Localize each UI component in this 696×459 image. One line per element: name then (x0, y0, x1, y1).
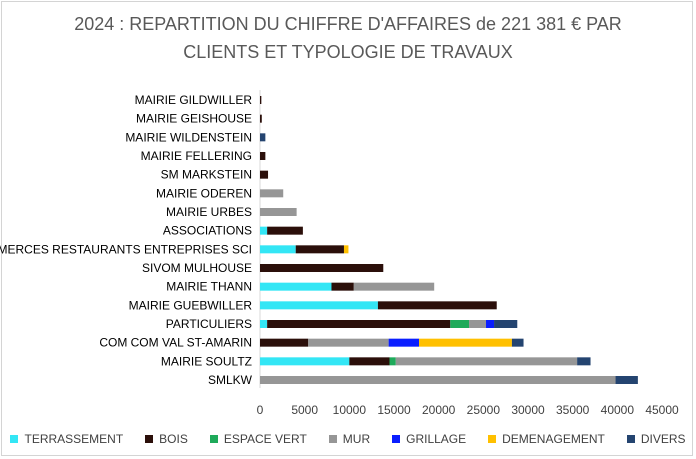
category-label: MAIRIE SOULTZ (161, 354, 252, 368)
x-tick-label: 20000 (422, 403, 456, 417)
legend-swatch (145, 435, 154, 443)
category-label: MAIRIE GEISHOUSE (136, 112, 252, 126)
x-tick-label: 25000 (467, 403, 501, 417)
bar-segment-bois (331, 282, 354, 291)
legend-item: GRILLAGE (392, 432, 466, 446)
legend-label: DEMENAGEMENT (502, 432, 605, 446)
bar-segment-divers (260, 133, 266, 142)
bar-segment-grillage (388, 338, 420, 347)
x-tick-label: 45000 (645, 403, 679, 417)
legend-item: DEMENAGEMENT (488, 432, 605, 446)
legend-label: MUR (342, 432, 371, 446)
bar-segment-bois (260, 114, 262, 123)
bar-segment-mur (395, 357, 578, 366)
legend-swatch (10, 435, 19, 443)
x-tick-label: 10000 (333, 403, 367, 417)
category-label: MAIRIE URBES (166, 205, 252, 219)
x-tick-label: 30000 (511, 403, 545, 417)
bar-segment-bois (260, 152, 266, 160)
legend-label: DIVERS (640, 432, 686, 446)
bar-segment-bois (295, 245, 344, 254)
category-label: MAIRIE THANN (166, 280, 252, 294)
bar-segment-bois (349, 357, 390, 366)
legend-swatch (626, 435, 635, 443)
chart-title-line-2: CLIENTS ET TYPOLOGIE DE TRAVAUX (183, 42, 513, 62)
bar-segment-bois (267, 320, 451, 328)
legend-swatch (488, 435, 497, 443)
x-tick-label: 40000 (601, 403, 635, 417)
bar-segment-divers (577, 357, 591, 366)
bar-segment-terrassement (260, 320, 268, 328)
category-label: MAIRIE WILDENSTEIN (125, 130, 252, 144)
x-tick-label: 15000 (377, 403, 411, 417)
bar-segment-mur (260, 376, 616, 384)
bar-segment-demenagement (419, 338, 512, 347)
legend-swatch (392, 435, 401, 443)
bar-segment-terrassement (260, 226, 268, 235)
category-label: MAIRIE GUEBWILLER (129, 298, 253, 312)
bar-segment-mur (353, 282, 435, 291)
x-tick-label: 5000 (291, 403, 318, 417)
category-label: COMMERCES RESTAURANTS ENTREPRISES SCI (0, 242, 252, 256)
bar-segment-bois (260, 96, 262, 104)
bar-segment-terrassement (260, 282, 332, 291)
legend-item: BOIS (145, 432, 188, 446)
chart-title-line-1: 2024 : REPARTITION DU CHIFFRE D'AFFAIRES… (74, 14, 622, 34)
category-label: SIVOM MULHOUSE (142, 261, 252, 275)
legend-label: ESPACE VERT (223, 432, 307, 446)
category-label: MAIRIE FELLERING (141, 149, 252, 163)
bar-segment-mur (260, 189, 284, 198)
legend-item: DIVERS (626, 432, 686, 446)
category-label: SMLKW (208, 373, 253, 387)
legend-item: TERRASSEMENT (10, 432, 123, 446)
x-tick-label: 0 (257, 403, 264, 417)
bar-segment-bois (260, 338, 309, 347)
category-label: PARTICULIERS (166, 317, 252, 331)
chart-legend: TERRASSEMENT BOIS ESPACE VERT MUR GRILLAGE DE… (0, 432, 696, 446)
bar-segment-divers (494, 320, 518, 328)
bar-segment-mur (308, 338, 389, 347)
legend-label: GRILLAGE (406, 432, 467, 446)
bar-segment-mur (260, 208, 297, 216)
legend-swatch (209, 435, 218, 443)
legend-swatch (328, 435, 337, 443)
legend-item: MUR (328, 432, 371, 446)
legend-item: ESPACE VERT (209, 432, 307, 446)
legend-label: BOIS (159, 432, 188, 446)
bar-segment-terrassement (260, 357, 350, 366)
category-label: COM COM VAL ST-AMARIN (99, 336, 252, 350)
legend-label: TERRASSEMENT (24, 432, 124, 446)
bar-segment-espace-vert (450, 320, 470, 328)
x-tick-label: 35000 (556, 403, 590, 417)
bar-segment-bois (260, 264, 384, 272)
bar-segment-divers (615, 376, 638, 384)
category-label: SM MARKSTEIN (161, 168, 252, 182)
category-label: MAIRIE GILDWILLER (135, 93, 253, 107)
bar-segment-terrassement (260, 245, 296, 254)
bar-segment-demenagement (343, 245, 349, 254)
bar-segment-grillage (486, 320, 495, 328)
chart-title: 2024 : REPARTITION DU CHIFFRE D'AFFAIRES… (0, 10, 696, 66)
bar-segment-divers (511, 338, 524, 347)
bar-segment-bois (260, 170, 269, 179)
category-label: MAIRIE ODEREN (156, 186, 252, 200)
bar-segment-bois (267, 226, 303, 235)
bar-segment-espace-vert (389, 357, 396, 366)
bar-segment-bois (377, 301, 497, 310)
bar-segment-mur (469, 320, 487, 328)
category-label: ASSOCIATIONS (163, 224, 252, 238)
bar-segment-terrassement (260, 301, 378, 310)
